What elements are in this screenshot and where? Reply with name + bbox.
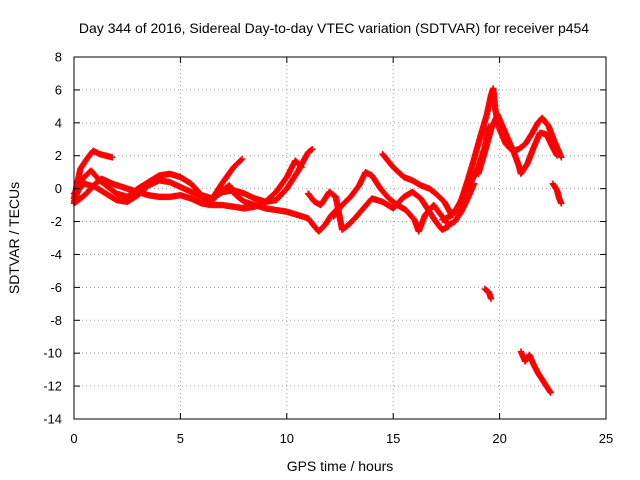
y-tick-label: 4	[55, 115, 62, 130]
data-point-marker	[547, 389, 554, 396]
axis-ticks: 0 5 10 15 20 25 -14 -12 -10 -8 -6 -4 -2 0 2 4 6 8	[43, 50, 613, 447]
x-tick-label: 10	[280, 431, 294, 446]
data-point-marker	[297, 163, 305, 170]
y-tick-label: -10	[43, 346, 62, 361]
data-point-marker	[298, 164, 305, 171]
data-point-marker	[238, 156, 245, 164]
grid-lines	[74, 57, 606, 419]
y-tick-label: -12	[43, 379, 62, 394]
x-tick-label: 20	[492, 431, 506, 446]
chart-title: Day 344 of 2016, Sidereal Day-to-day VTE…	[79, 20, 589, 36]
data-point-marker	[558, 200, 565, 207]
data-point-marker	[309, 145, 316, 153]
x-tick-label: 0	[70, 431, 77, 446]
data-point-marker	[238, 155, 246, 163]
y-tick-label: -2	[50, 214, 62, 229]
x-tick-label: 15	[386, 431, 400, 446]
y-tick-label: -14	[43, 412, 62, 427]
data-point-marker	[308, 146, 315, 154]
x-tick-label: 5	[177, 431, 184, 446]
y-tick-label: 8	[55, 50, 62, 65]
y-tick-label: 2	[55, 148, 62, 163]
y-tick-label: 6	[55, 82, 62, 97]
plot-frame	[73, 56, 607, 420]
data-point-marker	[553, 152, 561, 159]
data-point-marker	[558, 154, 565, 161]
y-tick-label: -6	[50, 280, 62, 295]
x-axis-title: GPS time / hours	[287, 458, 394, 474]
data-point-marker	[109, 154, 116, 161]
y-tick-label: -8	[50, 313, 62, 328]
y-axis-title: SDTVAR / TECUs	[6, 182, 22, 294]
y-tick-label: 0	[55, 181, 62, 196]
data-points	[70, 85, 565, 396]
data-point-marker	[487, 295, 495, 303]
y-tick-label: -4	[50, 247, 62, 262]
x-tick-label: 25	[599, 431, 613, 446]
